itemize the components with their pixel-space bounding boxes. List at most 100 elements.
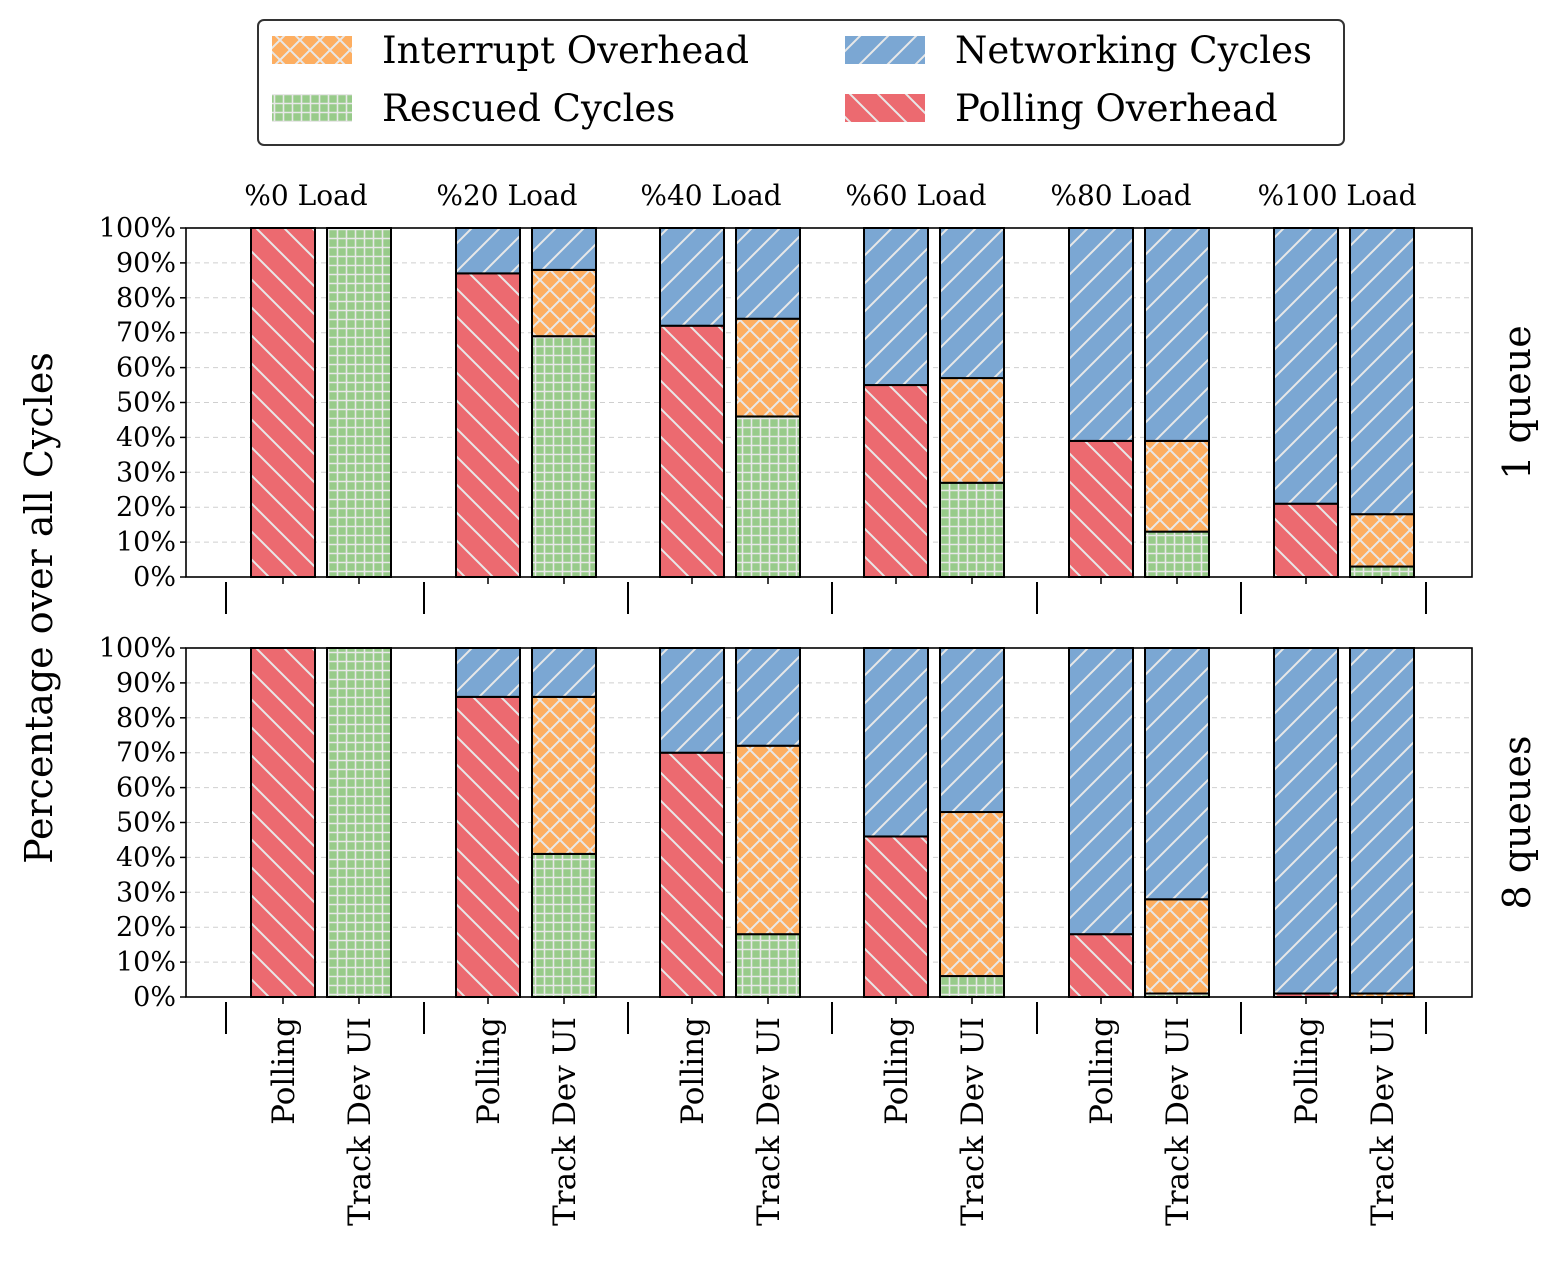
- x-category-label-polling: Polling: [1084, 1017, 1120, 1125]
- y-tick-label: 0%: [133, 982, 176, 1013]
- group-label-pct-20-load: %20 Load: [436, 179, 577, 212]
- y-tick-label: 30%: [116, 877, 176, 908]
- x-category-label-track-dev-ui: Track Dev UI: [547, 1017, 583, 1226]
- bar-8-queues-pct-100-load-polling: [1273, 647, 1339, 999]
- y-tick-label: 10%: [116, 947, 176, 978]
- bar-1-queue-pct-100-load-polling: [1273, 227, 1339, 578]
- bar-segment-hatch-polling-overhead: [864, 385, 928, 577]
- y-tick-label: 90%: [116, 248, 176, 279]
- bar-segment-hatch-networking-cycles: [660, 648, 724, 753]
- bar-segment-hatch-interrupt-overhead: [940, 378, 1004, 483]
- bar-segment-hatch-networking-cycles: [1145, 648, 1209, 900]
- bar-segment-hatch-rescued-cycles: [736, 934, 800, 997]
- bar-segment-hatch-polling-overhead: [251, 648, 315, 997]
- bar-segment-hatch-interrupt-overhead: [1145, 899, 1209, 994]
- bar-segment-hatch-networking-cycles: [1069, 228, 1133, 441]
- bar-1-queue-pct-40-load-track-dev-ui: [735, 227, 801, 578]
- bar-segment-hatch-interrupt-overhead: [940, 812, 1004, 977]
- legend-swatch-hatch-networking-cycles: [845, 36, 925, 64]
- x-category-label-polling: Polling: [1289, 1017, 1325, 1125]
- legend: Interrupt Overhead Networking Cycles Rescu…: [257, 19, 1345, 146]
- bar-segment-hatch-polling-overhead: [660, 325, 724, 577]
- y-axis-label: Percentage over all Cycles: [17, 352, 61, 864]
- x-category-label-track-dev-ui: Track Dev UI: [1160, 1017, 1196, 1226]
- y-tick-label: 30%: [116, 457, 176, 488]
- bar-segment-hatch-interrupt-overhead: [532, 269, 596, 337]
- axes-frame: [185, 227, 1473, 578]
- y-tick-label: 80%: [116, 703, 176, 734]
- y-tick-label: 60%: [116, 353, 176, 384]
- bar-8-queues-pct-20-load-track-dev-ui: [531, 647, 597, 998]
- bar-segment-hatch-rescued-cycles: [532, 853, 596, 997]
- bar-8-queues-pct-0-load-polling: [250, 647, 316, 998]
- legend-swatch-hatch-rescued-cycles: [272, 94, 352, 122]
- x-category-label-polling: Polling: [675, 1017, 711, 1125]
- bar-segment-hatch-rescued-cycles: [940, 482, 1004, 577]
- bar-segment-hatch-polling-overhead: [456, 273, 520, 577]
- bar-segment-hatch-networking-cycles: [1350, 648, 1414, 994]
- y-tick-label: 100%: [99, 633, 176, 664]
- legend-label-interrupt-overhead: Interrupt Overhead: [382, 29, 749, 72]
- legend-label-rescued-cycles: Rescued Cycles: [382, 87, 675, 130]
- bar-segment-hatch-polling-overhead: [1274, 993, 1338, 997]
- y-tick-label: 0%: [133, 562, 176, 593]
- bar-segment-hatch-interrupt-overhead: [1145, 440, 1209, 532]
- bar-segment-hatch-networking-cycles: [1274, 648, 1338, 994]
- y-tick-label: 40%: [116, 422, 176, 453]
- bar-segment-hatch-networking-cycles: [456, 648, 520, 697]
- bar-segment-hatch-interrupt-overhead: [736, 745, 800, 935]
- y-tick-label: 50%: [116, 808, 176, 839]
- x-category-label-polling: Polling: [266, 1017, 302, 1125]
- bar-segment-hatch-rescued-cycles: [940, 976, 1004, 997]
- bar-segment-hatch-networking-cycles: [940, 648, 1004, 813]
- bar-segment-hatch-rescued-cycles: [327, 648, 391, 997]
- bar-8-queues-pct-40-load-polling: [659, 647, 725, 999]
- bar-segment-hatch-networking-cycles: [532, 228, 596, 270]
- bar-8-queues-pct-60-load-track-dev-ui: [939, 647, 1005, 998]
- bar-1-queue-pct-20-load-track-dev-ui: [531, 227, 597, 578]
- bar-8-queues-pct-80-load-polling: [1068, 647, 1134, 998]
- bar-segment-hatch-networking-cycles: [1274, 228, 1338, 504]
- y-tick-label: 70%: [116, 318, 176, 349]
- x-category-label-track-dev-ui: Track Dev UI: [955, 1017, 991, 1226]
- bar-segment-hatch-polling-overhead: [864, 836, 928, 997]
- bar-8-queues-pct-80-load-track-dev-ui: [1144, 647, 1210, 999]
- bar-1-queue-pct-80-load-track-dev-ui: [1144, 227, 1210, 579]
- bar-segment-hatch-networking-cycles: [660, 228, 724, 326]
- bar-segment-hatch-rescued-cycles: [736, 416, 800, 577]
- row-label-8-queues: 8 queues: [1495, 735, 1539, 909]
- y-tick-label: 90%: [116, 668, 176, 699]
- y-tick-label: 50%: [116, 388, 176, 419]
- bar-segment-hatch-rescued-cycles: [327, 228, 391, 577]
- bar-8-queues-pct-60-load-polling: [863, 647, 929, 999]
- bar-segment-hatch-networking-cycles: [736, 648, 800, 746]
- bar-segment-hatch-networking-cycles: [532, 648, 596, 697]
- bar-segment-hatch-networking-cycles: [864, 648, 928, 837]
- bar-segment-hatch-interrupt-overhead: [1350, 993, 1414, 997]
- bar-segment-hatch-polling-overhead: [660, 752, 724, 997]
- bar-segment-hatch-polling-overhead: [1069, 440, 1133, 577]
- row-label-1-queue: 1 queue: [1495, 325, 1539, 480]
- legend-label-networking-cycles: Networking Cycles: [955, 29, 1312, 72]
- axes-frame: [185, 647, 1473, 998]
- bar-segment-hatch-rescued-cycles: [1145, 993, 1209, 997]
- bar-segment-hatch-networking-cycles: [940, 228, 1004, 379]
- bar-8-queues-pct-40-load-track-dev-ui: [735, 647, 801, 998]
- bar-1-queue-pct-0-load-polling: [250, 227, 316, 578]
- bar-8-queues-pct-20-load-polling: [455, 647, 521, 998]
- group-label-pct-80-load: %80 Load: [1050, 179, 1191, 212]
- bar-segment-hatch-networking-cycles: [456, 228, 520, 274]
- bar-segment-hatch-polling-overhead: [1069, 934, 1133, 997]
- x-category-label-polling: Polling: [879, 1017, 915, 1125]
- bar-segment-hatch-interrupt-overhead: [1350, 514, 1414, 567]
- bar-1-queue-pct-60-load-track-dev-ui: [939, 227, 1005, 578]
- bar-8-queues-pct-100-load-track-dev-ui: [1349, 647, 1415, 999]
- bar-1-queue-pct-100-load-track-dev-ui: [1349, 227, 1415, 579]
- y-tick-label: 20%: [116, 912, 176, 943]
- legend-swatch-hatch-polling-overhead: [845, 94, 925, 122]
- x-category-label-track-dev-ui: Track Dev UI: [751, 1017, 787, 1226]
- x-category-label-track-dev-ui: Track Dev UI: [1365, 1017, 1401, 1226]
- y-tick-label: 70%: [116, 738, 176, 769]
- bar-segment-hatch-rescued-cycles: [532, 336, 596, 577]
- bar-segment-hatch-networking-cycles: [1350, 228, 1414, 515]
